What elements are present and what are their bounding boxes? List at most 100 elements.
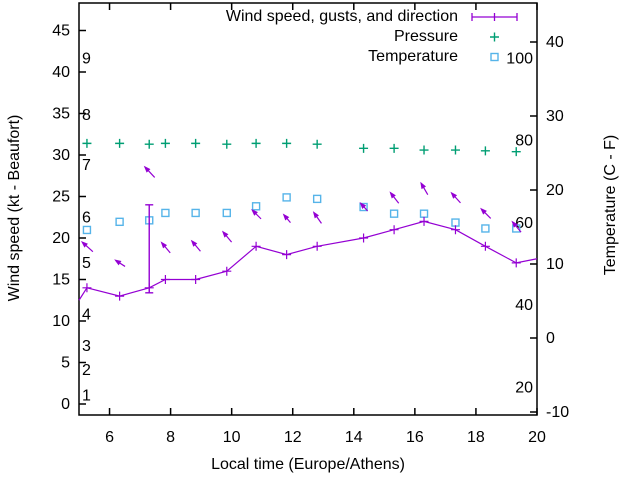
wind-speed-point xyxy=(480,241,490,251)
fahrenheit-inner-label: 40 xyxy=(515,297,533,314)
fahrenheit-inner-label: 100 xyxy=(506,50,533,67)
wind-speed-point xyxy=(282,250,292,260)
wind-direction-arrow-head-icon xyxy=(282,213,290,221)
beaufort-inner-label: 4 xyxy=(82,306,91,323)
pressure-point xyxy=(191,138,201,148)
wind-direction-arrow-head-icon xyxy=(359,202,367,209)
x-tick-label: 12 xyxy=(284,429,302,446)
pressure-point xyxy=(160,138,170,148)
legend-label-temperature: Temperature xyxy=(368,48,458,65)
wind-speed-point xyxy=(389,225,399,235)
gust-errorbar xyxy=(145,204,154,294)
temperature-point xyxy=(481,224,490,233)
pressure-point xyxy=(82,138,92,148)
wind-speed-point xyxy=(160,275,170,284)
legend-row-pressure: Pressure xyxy=(226,27,537,47)
wind-direction-arrow-head-icon xyxy=(160,241,168,249)
wind-direction-arrow-head-icon xyxy=(389,191,396,199)
wind-direction-arrow-head-icon xyxy=(420,181,427,190)
y-left-tick-label: 15 xyxy=(52,272,70,289)
temperature-point xyxy=(82,225,92,235)
temperature-point xyxy=(312,194,322,204)
pressure-point xyxy=(251,138,261,148)
x-axis-label: Local time (Europe/Athens) xyxy=(211,456,405,473)
legend-wind-errorbar-sample xyxy=(471,13,518,21)
x-tick-label: 18 xyxy=(467,429,485,446)
y-right-tick-label: 10 xyxy=(546,256,564,273)
wind-direction-arrow-head-icon xyxy=(511,220,518,228)
wind-direction-arrow-head-icon xyxy=(143,165,151,173)
wind-speed-point xyxy=(251,241,261,251)
x-tick-label: 10 xyxy=(223,429,241,446)
beaufort-inner-label: 6 xyxy=(82,209,91,226)
x-tick-label: 14 xyxy=(345,429,363,446)
wind-speed-point xyxy=(191,275,201,284)
temperature-point xyxy=(191,208,200,218)
temperature-point xyxy=(115,217,124,227)
legend-sample-temperature-square-icon xyxy=(490,52,499,62)
pressure-point xyxy=(144,139,154,149)
y-left-tick-label: 30 xyxy=(52,147,70,164)
temperature-point xyxy=(359,202,368,212)
wind-speed-point xyxy=(450,225,460,235)
wind-direction-arrow-head-icon xyxy=(450,191,458,199)
wind-direction-arrow-head-icon xyxy=(190,239,198,247)
pressure-point xyxy=(419,145,429,155)
legend-label-wind: Wind speed, gusts, and direction xyxy=(225,8,458,25)
wind-speed-point xyxy=(115,291,125,301)
y-right-tick-label: -10 xyxy=(546,404,569,421)
y-left-tick-label: 20 xyxy=(52,230,70,247)
wind-direction-arrow-head-icon xyxy=(114,259,122,266)
y-right-tick-label: 40 xyxy=(546,34,564,51)
beaufort-inner-label: 3 xyxy=(82,338,91,355)
y-axis-right-label: Temperature (C - F) xyxy=(602,134,619,276)
wind-direction-arrow-head-icon xyxy=(80,240,88,248)
wind-speed-point xyxy=(419,216,429,226)
wind-direction-arrow-head-icon xyxy=(251,208,258,216)
pressure-point xyxy=(359,143,369,153)
wind-speed-point xyxy=(312,241,322,251)
temperature-point xyxy=(161,208,170,218)
y-left-tick-label: 10 xyxy=(52,313,70,330)
fahrenheit-inner-label: 80 xyxy=(515,133,533,150)
legend-row-temperature: Temperature xyxy=(226,47,537,67)
pressure-point xyxy=(511,147,521,157)
wind-direction-arrow-head-icon xyxy=(221,230,229,238)
x-tick-label: 6 xyxy=(105,429,114,446)
y-left-tick-label: 45 xyxy=(52,23,70,40)
x-tick-label: 8 xyxy=(166,429,175,446)
y-left-tick-label: 5 xyxy=(61,355,70,372)
beaufort-inner-label: 5 xyxy=(82,255,91,272)
beaufort-inner-label: 8 xyxy=(82,107,91,124)
temperature-point xyxy=(451,218,460,227)
legend-row-wind: Wind speed, gusts, and direction xyxy=(226,7,537,27)
wind-direction-arrow-head-icon xyxy=(312,211,320,219)
y-axis-left-label: Wind speed (kt - Beaufort) xyxy=(6,114,23,302)
wind-speed-line xyxy=(78,220,538,301)
pressure-point xyxy=(282,138,292,148)
y-left-tick-label: 35 xyxy=(52,106,70,123)
y-left-tick-label: 40 xyxy=(52,64,70,81)
beaufort-inner-label: 7 xyxy=(82,157,91,174)
legend-pressure-plus-sample xyxy=(490,32,499,42)
plot-border xyxy=(78,2,538,416)
pressure-point xyxy=(115,138,125,148)
temperature-point xyxy=(222,208,231,218)
pressure-point xyxy=(312,139,322,149)
fahrenheit-inner-label: 60 xyxy=(515,215,533,232)
pressure-point xyxy=(389,143,399,153)
pressure-point xyxy=(480,146,490,156)
legend-temperature-square-sample xyxy=(490,52,499,62)
y-left-tick-label: 25 xyxy=(52,189,70,206)
legend: Wind speed, gusts, and direction Pressur… xyxy=(226,7,537,67)
x-tick-label: 16 xyxy=(406,429,424,446)
beaufort-inner-label: 1 xyxy=(82,388,91,405)
legend-sample-pressure-plus-icon xyxy=(490,32,499,42)
pressure-point xyxy=(222,139,232,149)
wind-direction-arrow-head-icon xyxy=(480,207,487,215)
wind-speed-point xyxy=(144,283,154,293)
wind-speed-point xyxy=(222,266,232,276)
legend-sample-wind-errorbar-icon xyxy=(471,13,518,21)
